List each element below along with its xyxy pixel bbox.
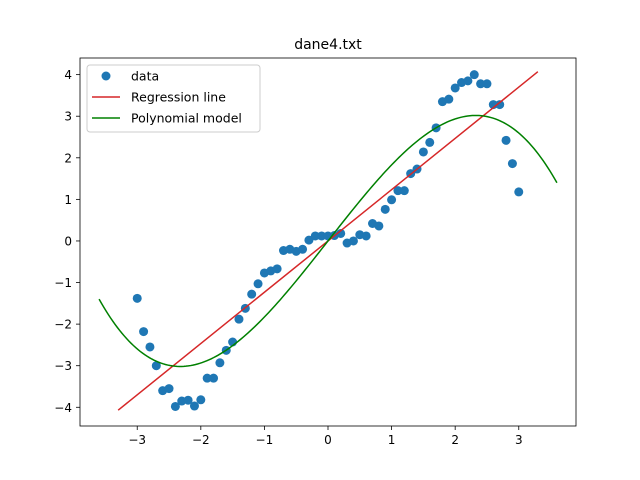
data-point (164, 384, 174, 394)
axes: −3 −2 −1 0 1 2 3 −4 −3 −2 −1 0 1 2 3 4 (54, 57, 577, 447)
chart-title: dane4.txt (294, 37, 362, 53)
data-point (145, 342, 155, 352)
data-point (361, 231, 371, 241)
data-point (183, 395, 193, 405)
x-tick-label: −1 (256, 433, 274, 447)
y-tick-label: −2 (54, 318, 72, 332)
data-point (514, 187, 524, 197)
data-point (425, 137, 435, 147)
data-point (247, 289, 257, 299)
polynomial-curve (98, 114, 558, 368)
data-point (482, 79, 492, 89)
data-point (476, 79, 486, 89)
data-point (151, 361, 161, 371)
legend-box (86, 64, 261, 133)
x-tick-label: 1 (388, 433, 396, 447)
data-point (393, 186, 403, 196)
data-point (444, 94, 454, 104)
data-point (304, 235, 314, 245)
y-tick-label: 3 (64, 110, 72, 124)
data-point (336, 228, 346, 238)
legend: data Regression line Polynomial model (86, 64, 261, 133)
data-point (272, 264, 282, 274)
data-point (202, 373, 212, 383)
y-tick-label: 2 (64, 151, 72, 165)
y-tick-label: −3 (54, 359, 72, 373)
data-point (387, 195, 397, 205)
data-point (374, 221, 384, 231)
data-point (215, 358, 225, 368)
data-point (209, 373, 219, 383)
data-point (507, 159, 517, 169)
y-tick-label: 1 (64, 193, 72, 207)
data-point (189, 401, 199, 411)
y-tick-label: 0 (64, 234, 72, 248)
x-tick-label: −2 (192, 433, 210, 447)
data-point (196, 395, 206, 405)
data-point (463, 76, 473, 86)
data-point (310, 231, 320, 241)
data-point (317, 231, 327, 241)
legend-marker-data (101, 71, 111, 81)
x-tick-label: −3 (128, 433, 146, 447)
data-point (495, 100, 505, 110)
legend-label: Polynomial model (131, 111, 242, 126)
x-tick-label: 0 (324, 433, 332, 447)
data-point (488, 100, 498, 110)
data-point (380, 204, 390, 214)
data-point (469, 70, 479, 80)
x-tick-label: 2 (451, 433, 459, 447)
data-point (399, 186, 409, 196)
legend-label: data (131, 69, 159, 84)
data-point (450, 83, 460, 93)
y-tick-label: −4 (54, 401, 72, 415)
data-point (298, 244, 308, 254)
data-point (501, 135, 511, 145)
data-point (348, 236, 358, 246)
data-point (234, 314, 244, 324)
data-point (170, 401, 180, 411)
x-tick-label: 3 (515, 433, 523, 447)
data-point (418, 147, 428, 157)
data-point (139, 327, 149, 337)
y-tick-label: −1 (54, 276, 72, 290)
y-tick-label: 4 (64, 68, 72, 82)
legend-label: Regression line (131, 90, 226, 105)
data-point (253, 279, 263, 289)
data-point (132, 293, 142, 303)
plot-area (98, 70, 558, 411)
